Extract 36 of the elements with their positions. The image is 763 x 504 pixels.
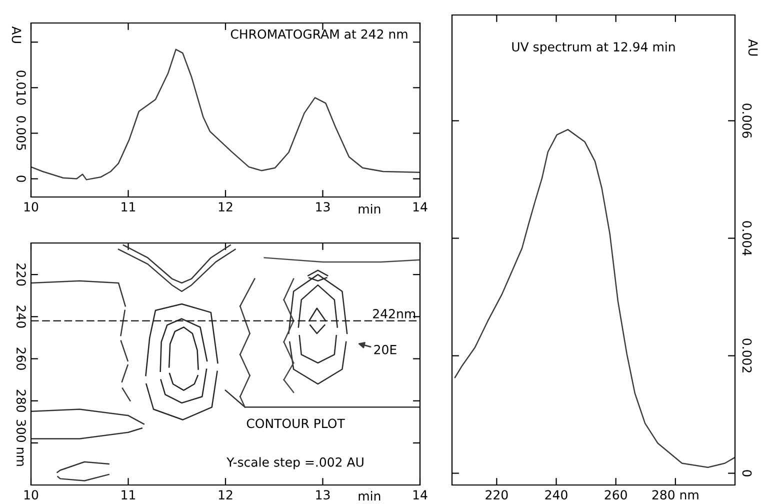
- x-axis-title: min: [358, 491, 380, 501]
- y-tick-label: 300 nm: [16, 420, 26, 466]
- y-tick-label: 0.004: [742, 221, 752, 256]
- y-tick-label: 280: [16, 390, 26, 412]
- x-axis-title: min: [358, 204, 380, 214]
- y-tick-label: 260: [16, 348, 26, 370]
- x-tick-label: 260: [604, 490, 627, 500]
- y-tick-label: 0: [16, 176, 26, 182]
- y-tick-label: 0.002: [742, 338, 752, 372]
- x-tick-label: 240: [545, 490, 568, 500]
- x-tick-label: 220: [486, 490, 508, 500]
- chart-title: CHROMATOGRAM at 242 nm: [230, 29, 408, 39]
- x-tick-label: 13: [316, 490, 330, 500]
- y-tick-label: 240: [16, 306, 26, 328]
- ref-line-label: 242nm: [373, 308, 416, 318]
- y-axis-title: AU: [748, 39, 758, 56]
- x-tick-label: 13: [316, 202, 330, 212]
- y-tick-label: 0.005: [16, 116, 26, 150]
- x-tick-label: 14: [413, 202, 428, 212]
- x-tick-label: 14: [413, 490, 428, 500]
- x-tick-label: 10: [24, 202, 38, 212]
- y-tick-label: 220: [16, 264, 26, 286]
- annotation: Y-scale step =.002 AU: [226, 457, 364, 470]
- x-tick-label: 11: [122, 490, 136, 500]
- y-tick-label: 0: [742, 470, 752, 476]
- x-tick-label: 10: [24, 490, 38, 500]
- annotation: CONTOUR PLOT: [246, 418, 345, 428]
- x-tick-label: 280 nm: [652, 490, 698, 500]
- text: UV spectrum at 12.94 min: [512, 42, 675, 54]
- y-axis-title: AU: [12, 26, 22, 43]
- annotation: 20E: [374, 344, 396, 354]
- x-tick-label: 12: [218, 202, 232, 212]
- y-tick-label: 0.006: [742, 104, 752, 138]
- x-tick-label: 12: [218, 490, 232, 500]
- y-tick-label: 0.010: [16, 70, 26, 105]
- x-tick-label: 11: [122, 202, 136, 212]
